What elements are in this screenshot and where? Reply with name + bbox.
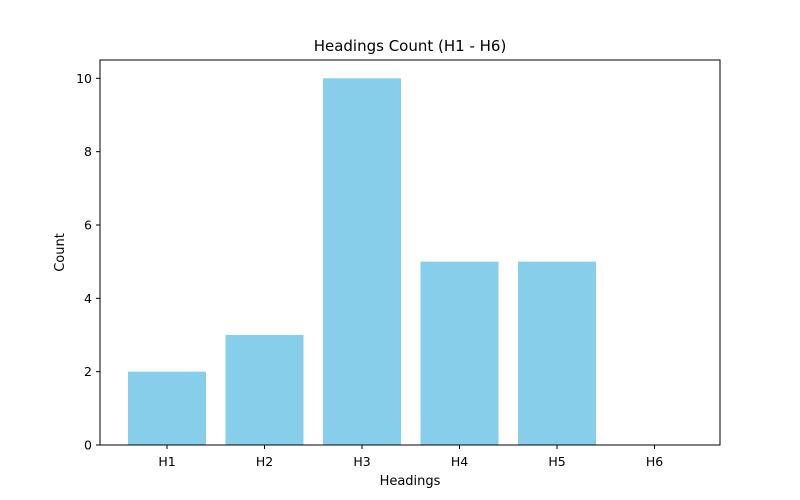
bars-group [128, 78, 596, 445]
bar-h2 [225, 335, 304, 445]
x-tick-label-h4: H4 [451, 454, 468, 469]
x-tick-label-h2: H2 [256, 454, 273, 469]
ticks-group: H1 H2 H3 H4 H5 H6 0 2 4 6 8 10 [76, 71, 663, 469]
bar-h3 [323, 78, 401, 445]
chart-title: Headings Count (H1 - H6) [314, 37, 507, 55]
x-tick-label-h6: H6 [646, 454, 663, 469]
bar-h4 [420, 261, 499, 445]
bar-h1 [128, 371, 206, 445]
y-tick-label-10: 10 [76, 71, 92, 86]
y-tick-label-2: 2 [84, 364, 92, 379]
x-axis-label: Headings [380, 474, 441, 489]
y-tick-label-4: 4 [84, 291, 92, 306]
y-tick-label-6: 6 [84, 218, 92, 233]
y-tick-label-0: 0 [84, 438, 92, 453]
bar-h5 [518, 261, 596, 445]
x-tick-label-h1: H1 [158, 454, 175, 469]
y-tick-label-8: 8 [84, 144, 92, 159]
x-tick-label-h5: H5 [548, 454, 565, 469]
y-axis-label: Count [53, 233, 68, 272]
plot-frame [99, 59, 721, 446]
x-tick-label-h3: H3 [353, 454, 370, 469]
